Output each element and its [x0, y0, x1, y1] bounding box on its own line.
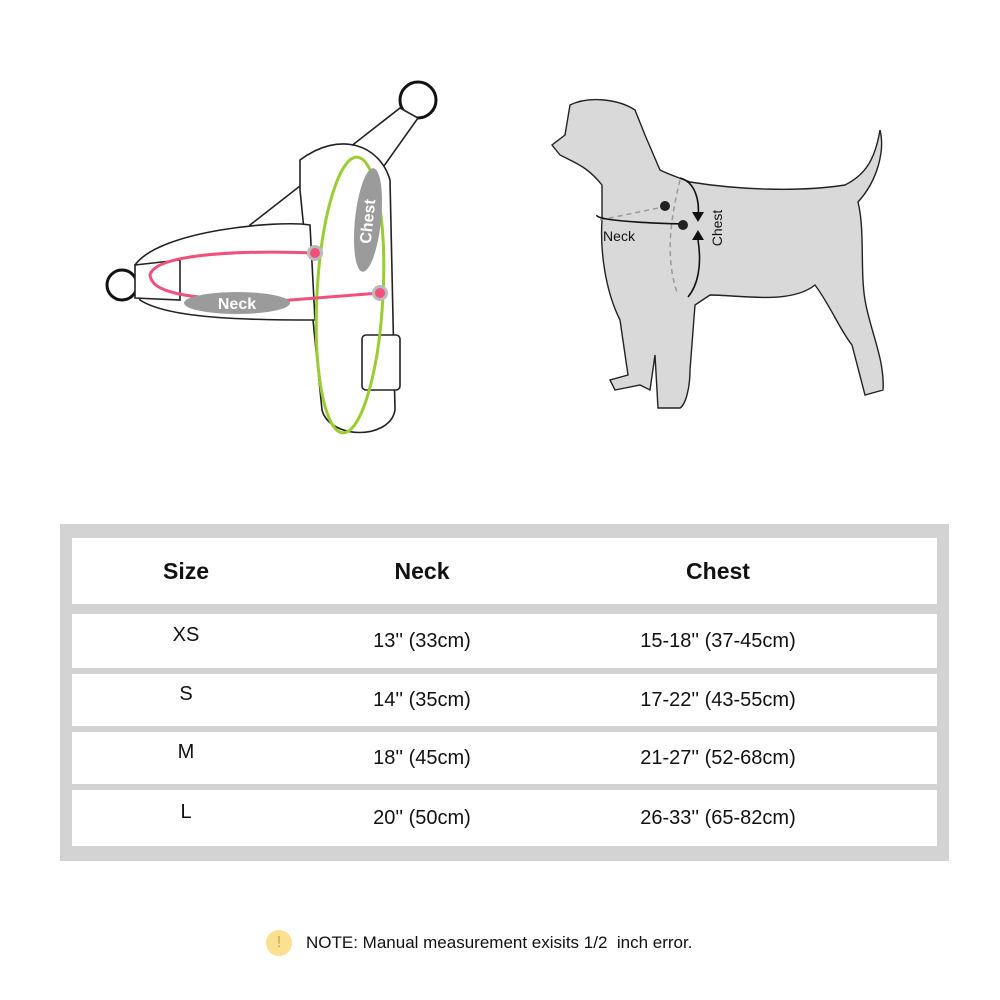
dog-diagram: Neck Chest	[551, 98, 884, 409]
header-chest: Chest	[686, 557, 750, 584]
size-table: Size Neck Chest XS 13'' (33cm) 15-18'' (…	[60, 524, 949, 861]
harness-diagram: Neck Chest	[105, 80, 438, 435]
size-cell: XS	[172, 623, 200, 646]
neck-cell: 20'' (50cm)	[373, 806, 471, 829]
table-row: M 18'' (45cm) 21-27'' (52-68cm)	[72, 732, 937, 784]
dog-chest-label: Chest	[709, 210, 725, 247]
size-cell: M	[177, 740, 195, 763]
exclamation-icon: !	[266, 930, 292, 956]
harness-neck-label: Neck	[218, 296, 256, 313]
size-cell: L	[180, 800, 192, 823]
table-header-row: Size Neck Chest	[72, 538, 937, 604]
neck-cell: 13'' (33cm)	[373, 629, 471, 652]
dog-neck-label: Neck	[603, 228, 636, 244]
table-row: L 20'' (50cm) 26-33'' (65-82cm)	[72, 790, 937, 846]
note-text: NOTE: Manual measurement exisits 1/2 inc…	[306, 933, 693, 952]
chest-cell: 17-22'' (43-55cm)	[640, 688, 796, 711]
neck-cell: 14'' (35cm)	[373, 688, 471, 711]
header-size: Size	[162, 557, 210, 584]
chest-cell: 26-33'' (65-82cm)	[640, 806, 796, 829]
neck-cell: 18'' (45cm)	[373, 746, 471, 769]
chest-cell: 15-18'' (37-45cm)	[640, 629, 796, 652]
header-neck: Neck	[394, 557, 450, 584]
chest-cell: 21-27'' (52-68cm)	[640, 746, 796, 769]
table-row: XS 13'' (33cm) 15-18'' (37-45cm)	[72, 614, 937, 668]
measurement-note: ! NOTE: Manual measurement exisits 1/2 i…	[266, 930, 692, 956]
size-cell: S	[179, 682, 193, 705]
harness-chest-label: Chest	[358, 198, 380, 245]
dog-silhouette	[551, 98, 884, 409]
table-row: S 14'' (35cm) 17-22'' (43-55cm)	[72, 674, 937, 726]
d-ring-side	[105, 268, 139, 302]
